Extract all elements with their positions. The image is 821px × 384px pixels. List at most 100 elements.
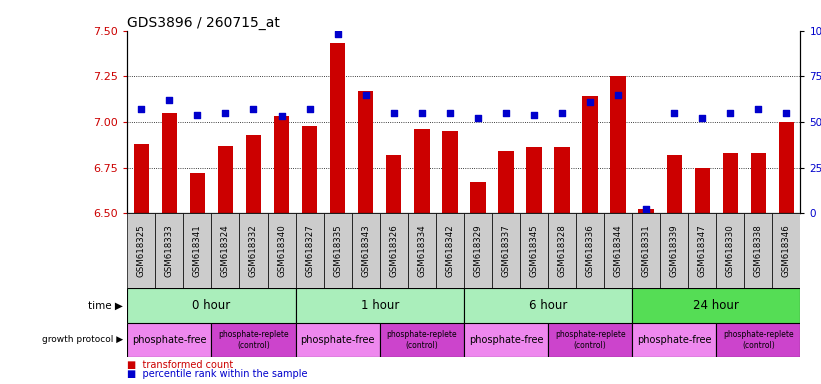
Bar (667, 155, 682, 213)
Point (640, 207, 653, 213)
FancyBboxPatch shape (604, 213, 632, 288)
Text: GSM618346: GSM618346 (782, 224, 791, 277)
Text: GSM618326: GSM618326 (389, 224, 398, 277)
Text: GSM618327: GSM618327 (305, 224, 314, 277)
Text: ■  transformed count: ■ transformed count (127, 360, 233, 370)
Point (303, 106, 316, 112)
Text: GSM618345: GSM618345 (530, 224, 539, 277)
FancyBboxPatch shape (323, 213, 351, 288)
Text: phosphate-replete
(control): phosphate-replete (control) (218, 330, 289, 349)
Bar (639, 210, 654, 213)
Text: GSM618335: GSM618335 (333, 224, 342, 277)
Text: GSM618347: GSM618347 (698, 224, 707, 277)
Bar (162, 113, 177, 213)
Bar (134, 144, 149, 213)
Text: GSM618336: GSM618336 (585, 224, 594, 277)
FancyBboxPatch shape (240, 213, 268, 288)
Text: phosphate-free: phosphate-free (132, 335, 207, 345)
Text: GSM618328: GSM618328 (557, 224, 566, 277)
Text: GSM618341: GSM618341 (193, 224, 202, 277)
Point (275, 113, 288, 119)
Bar (330, 43, 346, 213)
Bar (582, 96, 598, 213)
FancyBboxPatch shape (127, 213, 155, 288)
Text: GSM618342: GSM618342 (445, 224, 454, 277)
Point (415, 110, 429, 116)
Point (135, 106, 148, 112)
Point (584, 99, 597, 105)
FancyBboxPatch shape (576, 213, 604, 288)
Bar (274, 116, 289, 213)
Bar (464, 288, 632, 323)
Bar (632, 288, 800, 323)
FancyBboxPatch shape (351, 213, 379, 288)
Bar (554, 147, 570, 213)
Point (499, 110, 512, 116)
Point (190, 112, 204, 118)
Point (331, 31, 344, 38)
Text: 6 hour: 6 hour (529, 299, 567, 312)
FancyBboxPatch shape (155, 213, 183, 288)
FancyBboxPatch shape (268, 213, 296, 288)
Text: GSM618334: GSM618334 (417, 224, 426, 277)
Text: GSM618343: GSM618343 (361, 224, 370, 277)
FancyBboxPatch shape (745, 213, 773, 288)
Text: GSM618338: GSM618338 (754, 224, 763, 277)
FancyBboxPatch shape (183, 213, 212, 288)
Bar (127, 323, 212, 357)
Bar (414, 129, 429, 213)
FancyBboxPatch shape (660, 213, 688, 288)
FancyBboxPatch shape (436, 213, 464, 288)
FancyBboxPatch shape (548, 213, 576, 288)
Bar (127, 288, 296, 323)
Text: phosphate-free: phosphate-free (300, 335, 375, 345)
Text: GSM618340: GSM618340 (277, 224, 286, 277)
Text: GSM618344: GSM618344 (613, 224, 622, 277)
Bar (611, 76, 626, 213)
Bar (296, 323, 379, 357)
Text: GDS3896 / 260715_at: GDS3896 / 260715_at (127, 16, 280, 30)
FancyBboxPatch shape (212, 213, 240, 288)
Text: GSM618329: GSM618329 (474, 224, 483, 277)
Text: phosphate-replete
(control): phosphate-replete (control) (555, 330, 626, 349)
Bar (716, 323, 800, 357)
Text: phosphate-replete
(control): phosphate-replete (control) (723, 330, 794, 349)
Point (612, 91, 625, 98)
Bar (722, 153, 738, 213)
Point (695, 115, 709, 121)
Bar (386, 155, 401, 213)
Point (163, 97, 176, 103)
Bar (302, 126, 317, 213)
FancyBboxPatch shape (464, 213, 492, 288)
FancyBboxPatch shape (492, 213, 520, 288)
FancyBboxPatch shape (296, 213, 323, 288)
Bar (695, 167, 710, 213)
Text: 1 hour: 1 hour (360, 299, 399, 312)
Text: GSM618339: GSM618339 (670, 224, 679, 277)
Point (752, 106, 765, 112)
Text: 24 hour: 24 hour (694, 299, 739, 312)
Point (724, 110, 737, 116)
Bar (779, 122, 794, 213)
Bar (218, 146, 233, 213)
Bar (358, 91, 374, 213)
Text: phosphate-replete
(control): phosphate-replete (control) (387, 330, 457, 349)
Bar (245, 135, 261, 213)
Point (471, 115, 484, 121)
Text: GSM618332: GSM618332 (249, 224, 258, 277)
Bar (526, 147, 542, 213)
Text: GSM618330: GSM618330 (726, 224, 735, 277)
Point (667, 110, 681, 116)
Text: GSM618337: GSM618337 (502, 224, 511, 277)
Bar (548, 323, 632, 357)
Text: GSM618333: GSM618333 (165, 224, 174, 277)
Point (219, 110, 232, 116)
Text: phosphate-free: phosphate-free (637, 335, 712, 345)
Bar (632, 323, 716, 357)
Point (388, 110, 401, 116)
Text: phosphate-free: phosphate-free (469, 335, 544, 345)
Point (443, 110, 456, 116)
FancyBboxPatch shape (379, 213, 408, 288)
Bar (470, 182, 485, 213)
Bar (190, 173, 205, 213)
